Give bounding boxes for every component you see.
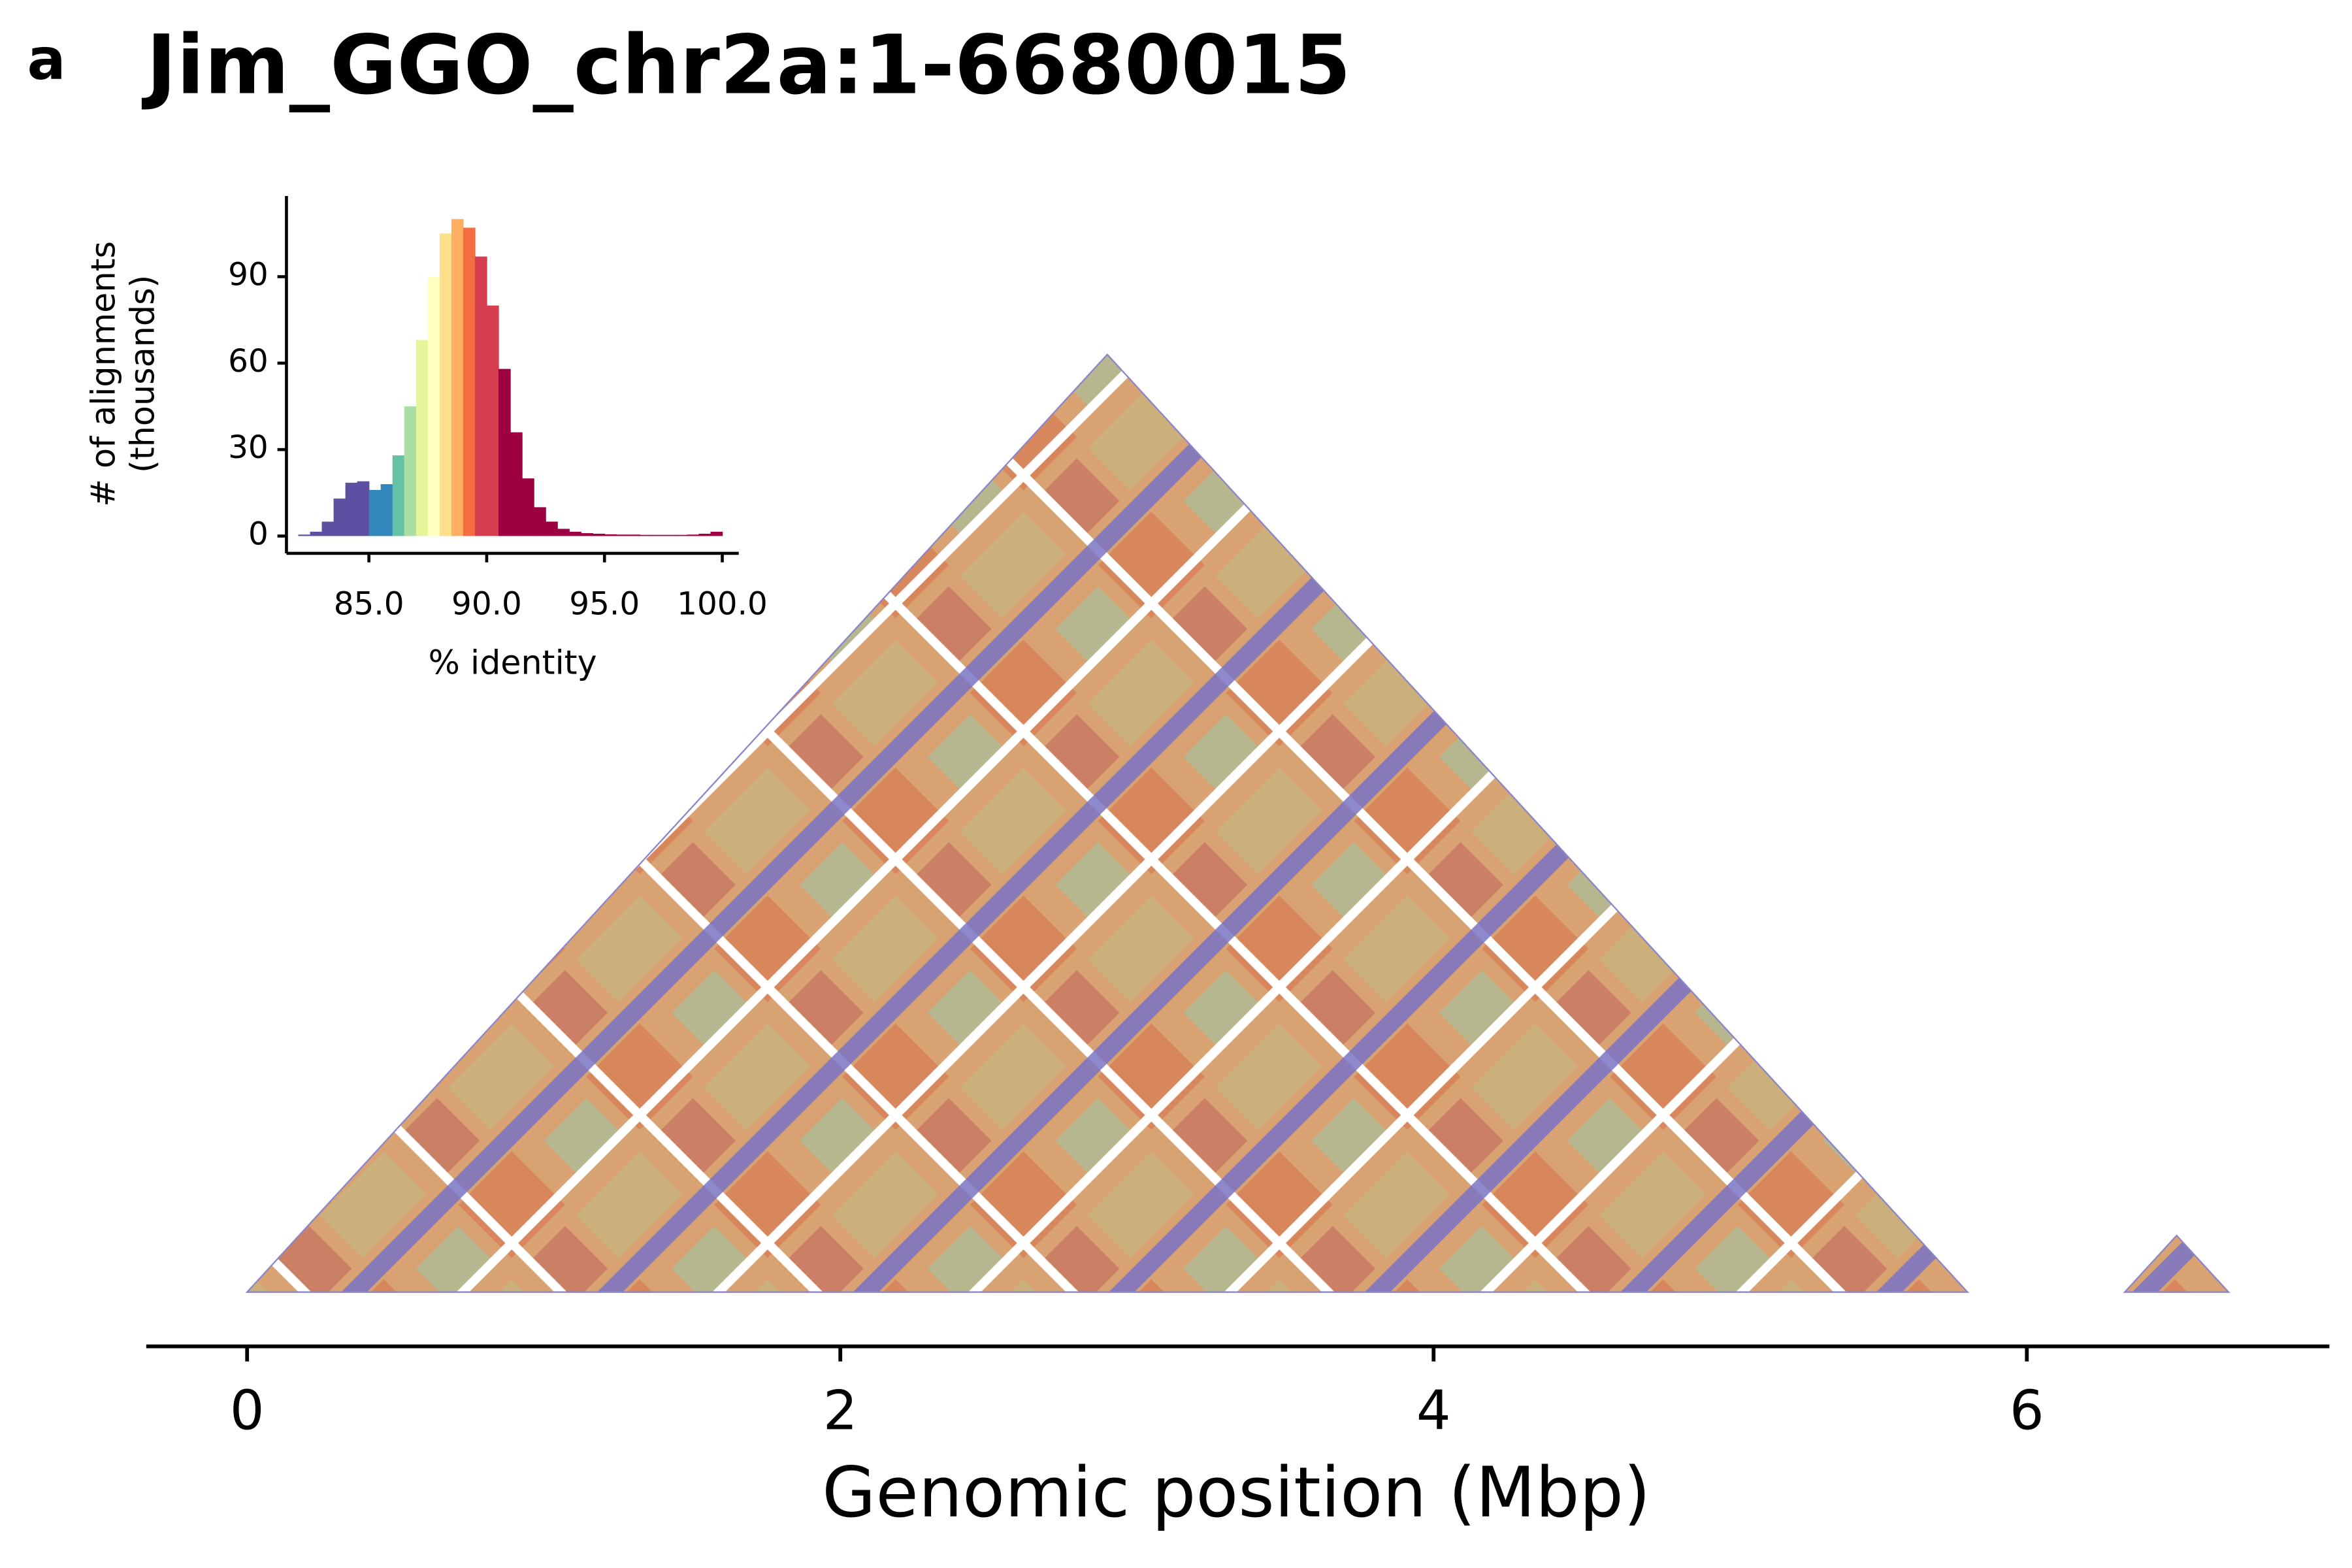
histogram-bar (710, 531, 723, 536)
x-tick-label: 0 (230, 1379, 265, 1443)
histogram-bar (698, 533, 711, 536)
x-tick-label: 90.0 (451, 586, 522, 623)
histogram-bar (663, 534, 676, 536)
y-tick-label: 60 (228, 343, 269, 380)
x-tick-label: 6 (2010, 1379, 2044, 1443)
histogram-bar (604, 534, 617, 536)
y-tick-label: 0 (248, 515, 269, 552)
y-tick-label: 30 (228, 429, 269, 466)
histogram-bar (298, 534, 311, 536)
histogram-bar (616, 534, 629, 536)
histogram-bar (345, 482, 358, 536)
chart-title: Jim_GGO_chr2a:1-6680015 (142, 18, 1351, 113)
histogram-bar (427, 276, 440, 536)
histogram-bar (675, 534, 688, 536)
histogram-bar (463, 227, 476, 536)
histogram-bar (546, 521, 558, 536)
x-tick-label: 95.0 (569, 586, 640, 623)
inset-y-axis-label: (thousands) (123, 275, 162, 473)
histogram-bar (439, 233, 452, 536)
inset-y-axis-label: # of alignments (84, 241, 123, 507)
histogram-bar (310, 531, 323, 536)
histogram-bar (486, 305, 499, 536)
histogram-bar (392, 455, 405, 536)
histogram-bar (687, 534, 700, 536)
inset-x-axis-label: % identity (429, 644, 597, 682)
y-tick-label: 90 (228, 256, 269, 293)
histogram-bar (416, 340, 429, 536)
histogram-bar (581, 533, 593, 536)
alignment-triangle (2123, 1234, 2230, 1293)
panel-label: a (27, 26, 66, 93)
x-tick-label: 85.0 (334, 586, 404, 623)
histogram-bar (569, 531, 581, 536)
histogram-bar (380, 484, 393, 536)
histogram-bar (498, 368, 511, 536)
histogram-bar (451, 219, 464, 536)
histogram-bar (333, 498, 346, 536)
histogram-bar (404, 406, 417, 536)
x-tick-label: 100.0 (677, 586, 768, 623)
x-axis-label: Genomic position (Mbp) (822, 1452, 1650, 1533)
histogram-bar (651, 534, 664, 536)
alignment-triangle (245, 353, 1970, 1293)
histogram-bar (474, 256, 487, 536)
histogram-bar (534, 507, 546, 536)
histogram-bar (557, 529, 570, 536)
histogram-bar (357, 481, 370, 536)
histogram-bar (640, 534, 653, 536)
histogram-bar (628, 534, 641, 536)
histogram-bar (593, 533, 605, 536)
x-tick-label: 4 (1416, 1379, 1451, 1443)
histogram-bar (510, 432, 523, 536)
histogram-bar (321, 521, 335, 536)
histogram-bar (522, 478, 534, 536)
histogram-bar (368, 489, 382, 536)
x-tick-label: 2 (823, 1379, 858, 1443)
